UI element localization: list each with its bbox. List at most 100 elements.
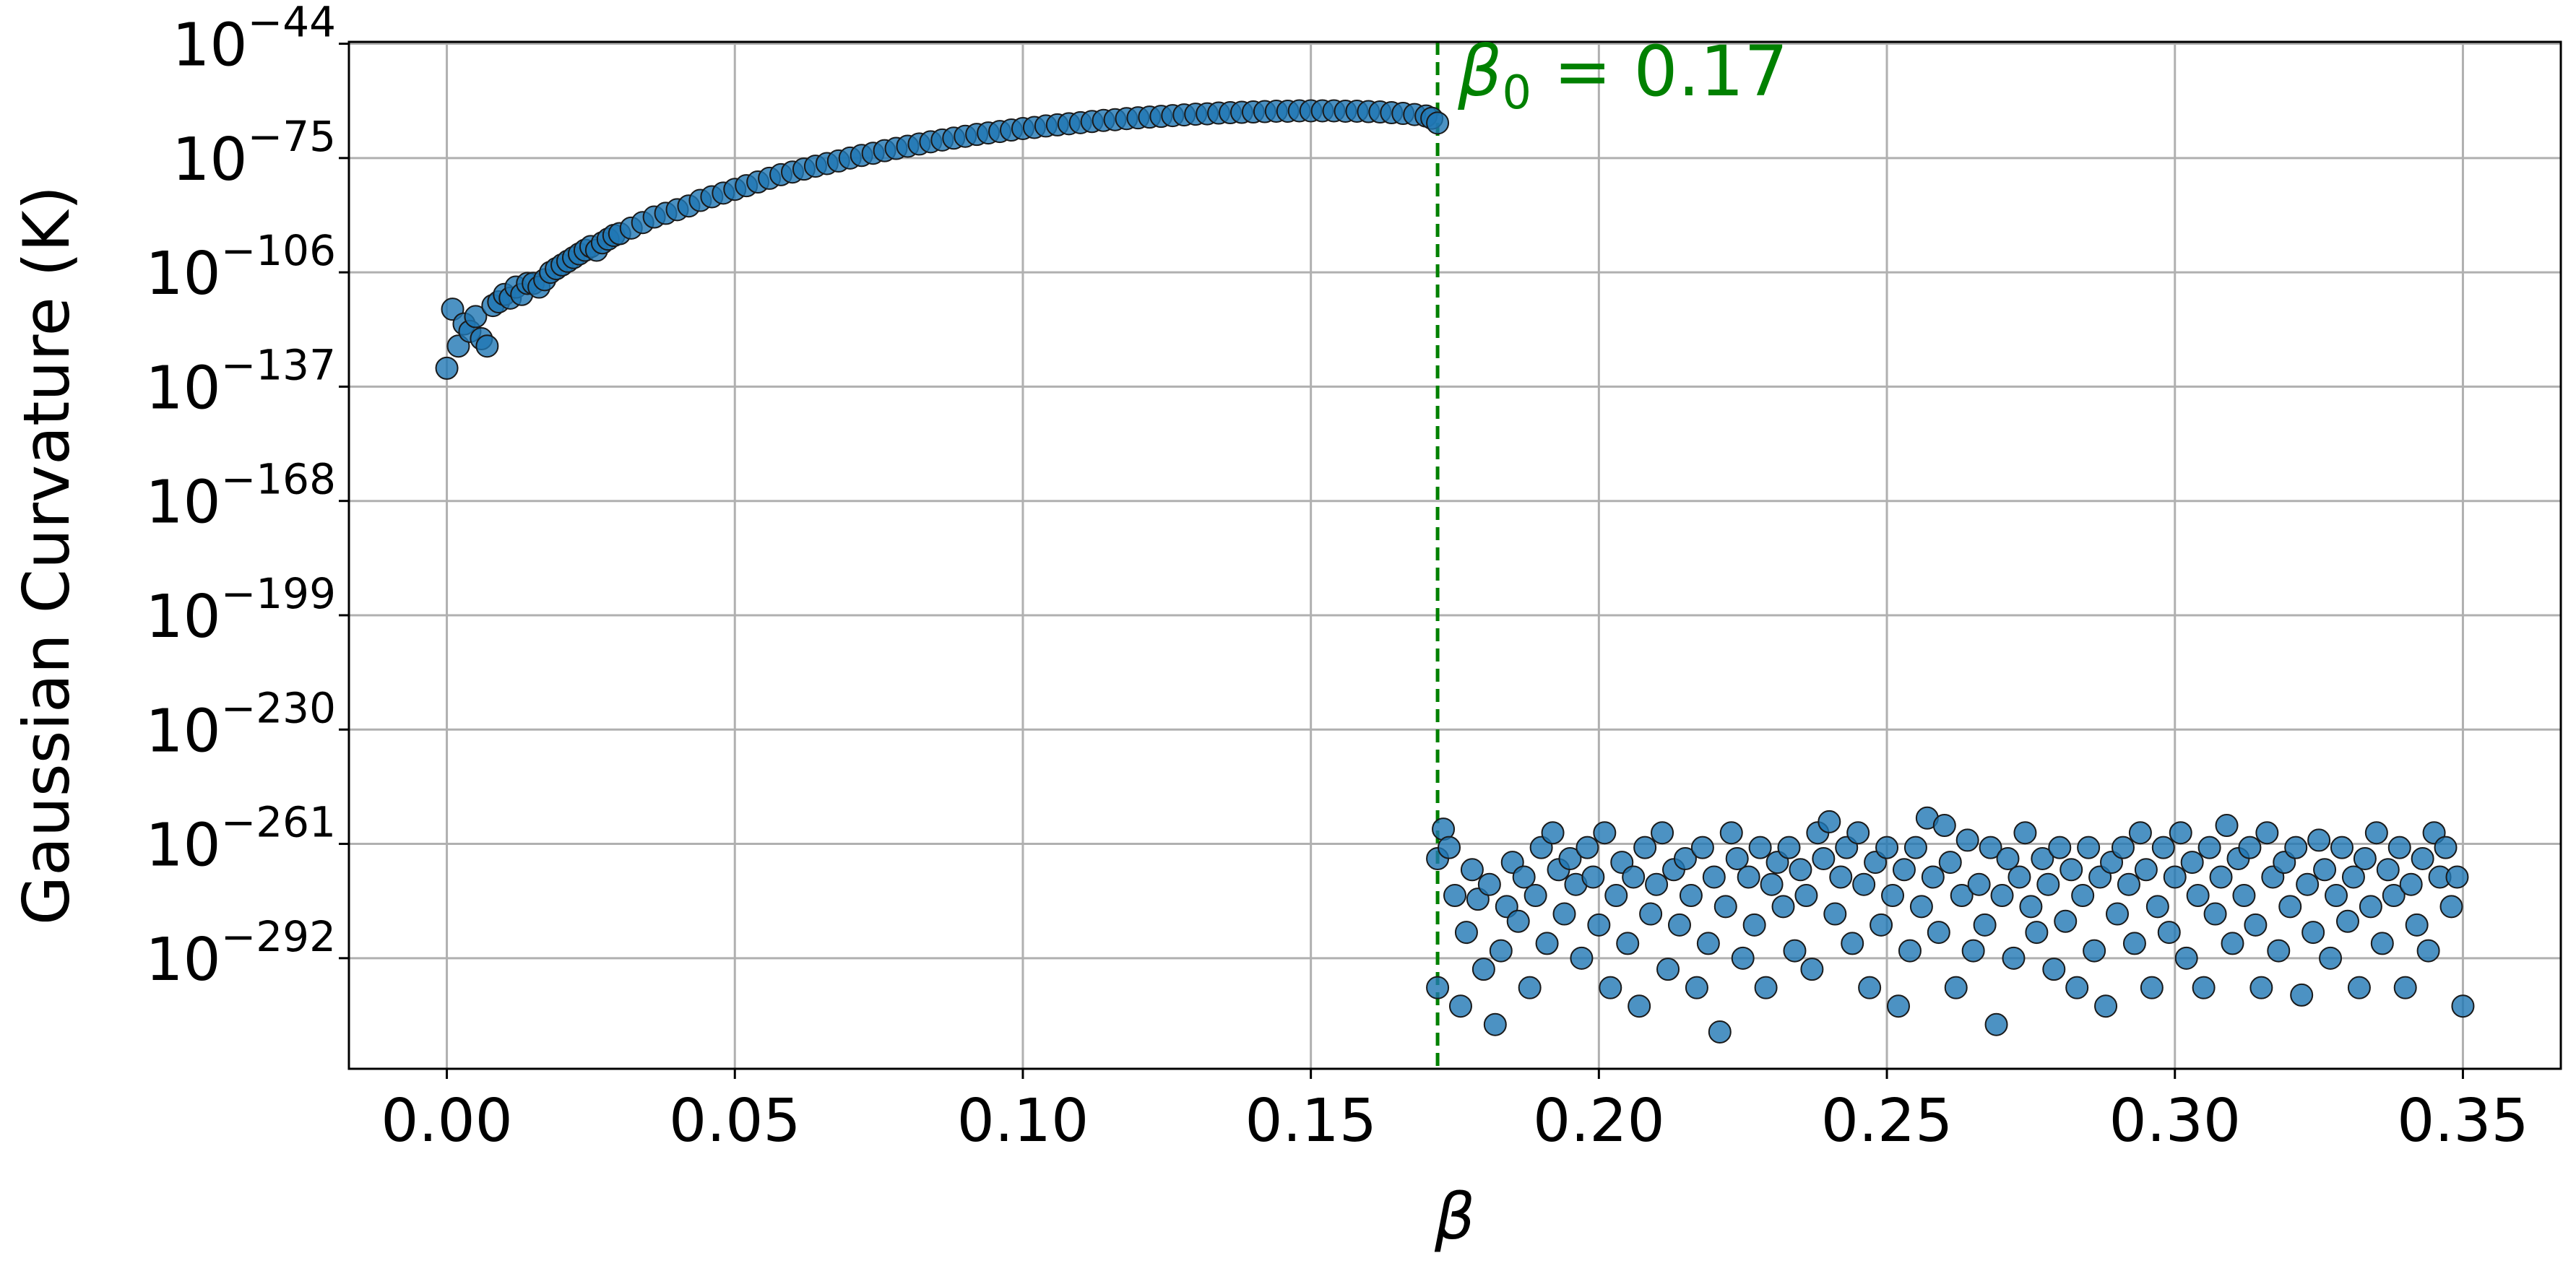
data-point [1690, 836, 1714, 859]
data-point [1754, 976, 1778, 999]
y-tick-exponent: −261 [221, 798, 336, 847]
data-point [2382, 884, 2406, 908]
y-tick-label: 10−261 [145, 798, 336, 880]
y-tick-label: 10−137 [145, 340, 336, 422]
data-point [1535, 932, 1559, 955]
data-point [2186, 884, 2210, 908]
data-point [1460, 858, 1484, 882]
data-point [1858, 976, 1882, 999]
data-point [1599, 976, 1622, 999]
data-point [1679, 884, 1703, 908]
data-point [2180, 851, 2204, 875]
x-tick-label: 0.05 [669, 1087, 801, 1155]
data-point [2267, 939, 2291, 963]
data-point [2341, 865, 2365, 889]
y-tick-exponent: −44 [248, 0, 336, 47]
data-point [1955, 828, 1979, 852]
data-point [1950, 884, 1974, 908]
data-point [1944, 976, 1968, 999]
data-point [1713, 895, 1737, 919]
data-point [2387, 836, 2411, 859]
data-point [1829, 865, 1853, 889]
data-point [2439, 895, 2463, 919]
data-point [1979, 836, 2002, 859]
data-point [1892, 858, 1916, 882]
y-tick-base: 10 [145, 240, 220, 308]
data-point [2330, 836, 2354, 859]
data-point [2370, 932, 2394, 955]
plot-frame [347, 40, 2562, 1070]
data-point [1454, 921, 1478, 945]
data-point [2192, 976, 2216, 999]
data-point [1696, 932, 1720, 955]
x-tick-label: 0.35 [2397, 1087, 2529, 1155]
data-point [1656, 958, 1680, 981]
data-point [1881, 884, 1905, 908]
x-tick-label: 0.30 [2109, 1087, 2241, 1155]
data-point [2249, 976, 2273, 999]
data-point [1725, 846, 1749, 870]
data-point [1673, 846, 1697, 870]
data-point [2209, 865, 2233, 889]
data-point [2174, 946, 2198, 970]
data-point [2399, 872, 2423, 896]
data-point [1483, 1012, 1507, 1036]
data-point [2307, 828, 2331, 852]
data-point [1685, 976, 1708, 999]
data-point [1823, 902, 1847, 926]
data-point [2325, 884, 2348, 908]
data-point [1886, 994, 1910, 1018]
data-point [2393, 976, 2417, 999]
data-point [1800, 958, 1824, 981]
data-point [1426, 111, 1450, 135]
y-axis-label: Gaussian Curvature (K) [9, 186, 84, 925]
data-point [2197, 836, 2221, 859]
data-point [2059, 858, 2083, 882]
data-point [2296, 872, 2320, 896]
data-point [2002, 946, 2026, 970]
data-point [2278, 895, 2302, 919]
data-point [2255, 821, 2279, 845]
x-tick-label: 0.20 [1533, 1087, 1665, 1155]
y-tick-label: 10−230 [145, 683, 336, 765]
data-point [2145, 895, 2169, 919]
data-point [1870, 913, 1893, 937]
data-point [2036, 872, 2060, 896]
data-point [1996, 846, 2020, 870]
data-point [1990, 884, 2014, 908]
data-point [1702, 865, 1726, 889]
data-point [1783, 939, 1807, 963]
data-point [2140, 976, 2164, 999]
y-tick-base: 10 [145, 697, 220, 765]
data-point [2134, 858, 2158, 882]
data-point [1477, 872, 1501, 896]
y-tick-label: 10−44 [172, 0, 336, 80]
data-point [2434, 836, 2458, 859]
data-point [2077, 836, 2101, 859]
data-point [1777, 836, 1801, 859]
data-point [2238, 836, 2262, 859]
y-tick-exponent: −292 [221, 912, 336, 961]
data-point [2376, 858, 2400, 882]
data-point [1616, 932, 1640, 955]
data-point [2215, 814, 2239, 838]
y-tick-label: 10−106 [145, 226, 336, 308]
data-point [1938, 851, 1962, 875]
data-point [1984, 1012, 2008, 1036]
data-point [2106, 902, 2130, 926]
data-point [2071, 884, 2095, 908]
data-point [1961, 939, 1985, 963]
data-point [2221, 932, 2244, 955]
data-point [1748, 836, 1772, 859]
threshold-annotation: β0 = 0.17 [1457, 31, 1788, 120]
annotation-value: = 0.17 [1531, 31, 1788, 112]
data-point [1841, 932, 1864, 955]
data-point [2451, 994, 2475, 1018]
data-point [1651, 821, 1674, 845]
y-tick-exponent: −199 [221, 569, 336, 618]
data-point [2416, 939, 2440, 963]
annotation-symbol: β [1457, 31, 1502, 112]
data-point [2335, 909, 2359, 933]
data-point [2157, 921, 2181, 945]
data-point [1438, 836, 1461, 859]
